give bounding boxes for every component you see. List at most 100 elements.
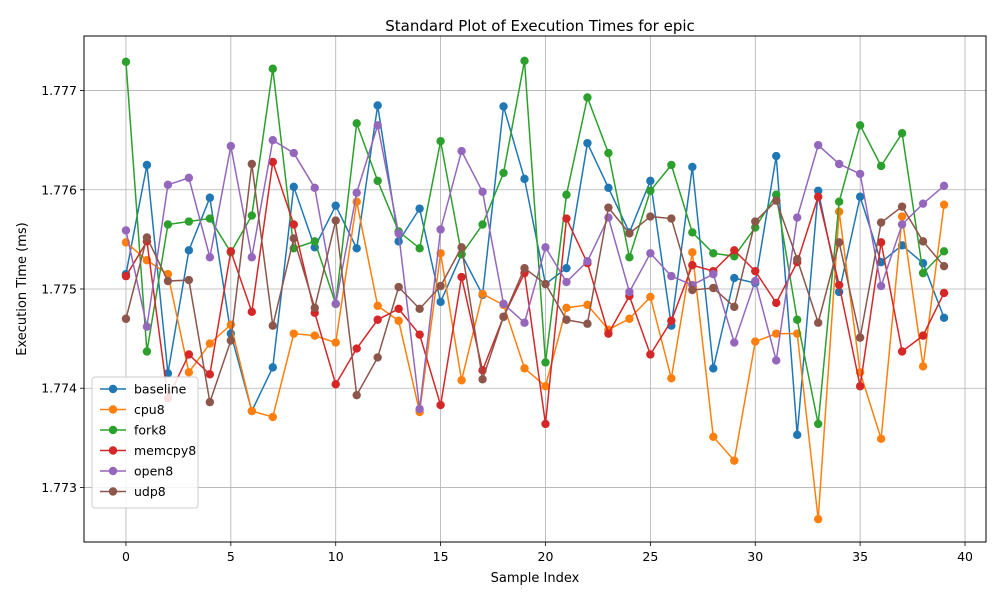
data-point-baseline <box>352 244 361 253</box>
data-point-baseline <box>604 183 613 192</box>
data-point-udp8 <box>625 229 634 238</box>
data-point-fork8 <box>876 161 886 171</box>
data-point-baseline <box>772 151 781 161</box>
data-point-cpu8 <box>876 434 886 444</box>
legend-item-open8: open8 <box>100 464 173 479</box>
data-point-baseline <box>436 297 445 307</box>
data-point-udp8 <box>121 314 131 323</box>
legend-label: open8 <box>134 464 173 479</box>
data-point-open8 <box>939 181 949 191</box>
y-axis-label: Execution Time (ms) <box>15 222 30 355</box>
data-point-udp8 <box>331 216 340 225</box>
x-tick-label: 5 <box>227 549 235 564</box>
x-tick-label: 15 <box>433 549 449 564</box>
data-point-udp8 <box>247 159 257 169</box>
data-point-fork8 <box>268 64 277 73</box>
data-point-cpu8 <box>394 316 403 325</box>
data-point-fork8 <box>562 190 571 199</box>
series-open8 <box>121 121 949 414</box>
data-point-memcpy8 <box>897 347 907 356</box>
data-point-udp8 <box>646 212 655 221</box>
data-point-open8 <box>436 225 445 234</box>
data-point-udp8 <box>352 390 361 400</box>
data-point-memcpy8 <box>289 220 298 229</box>
data-point-udp8 <box>541 279 550 289</box>
data-point-memcpy8 <box>855 382 865 391</box>
series-cpu8 <box>121 197 949 524</box>
data-point-fork8 <box>415 244 424 253</box>
data-point-cpu8 <box>205 339 215 348</box>
data-point-fork8 <box>855 121 865 130</box>
series-udp8 <box>121 159 949 407</box>
data-point-memcpy8 <box>646 350 655 359</box>
data-point-memcpy8 <box>667 316 676 325</box>
data-point-open8 <box>394 229 403 238</box>
data-point-udp8 <box>751 217 760 226</box>
data-point-fork8 <box>939 247 949 256</box>
data-point-memcpy8 <box>331 380 340 389</box>
data-point-cpu8 <box>331 338 340 347</box>
data-point-cpu8 <box>688 248 697 257</box>
data-point-fork8 <box>625 253 634 262</box>
legend-item-baseline: baseline <box>100 382 187 397</box>
data-point-udp8 <box>457 243 466 252</box>
data-point-baseline <box>289 182 298 192</box>
data-point-open8 <box>897 220 907 229</box>
legend-label: udp8 <box>134 484 166 499</box>
data-point-baseline <box>415 204 424 213</box>
data-point-open8 <box>855 169 865 179</box>
y-tick-label: 1.775 <box>41 282 77 297</box>
data-point-udp8 <box>394 282 403 292</box>
data-point-cpu8 <box>667 374 676 383</box>
data-point-memcpy8 <box>604 329 613 338</box>
data-point-cpu8 <box>813 514 823 524</box>
data-point-memcpy8 <box>205 370 215 379</box>
data-point-open8 <box>457 146 466 156</box>
data-point-fork8 <box>184 217 194 226</box>
data-point-udp8 <box>583 319 592 328</box>
data-point-open8 <box>520 318 529 327</box>
data-point-udp8 <box>289 234 298 243</box>
data-point-fork8 <box>436 136 445 146</box>
data-point-baseline <box>562 263 571 273</box>
data-point-open8 <box>142 322 152 331</box>
data-point-memcpy8 <box>436 400 445 410</box>
data-point-fork8 <box>688 228 697 237</box>
series-line-baseline <box>125 105 945 435</box>
legend-item-cpu8: cpu8 <box>100 402 165 417</box>
data-point-memcpy8 <box>939 288 949 298</box>
data-point-memcpy8 <box>394 304 403 314</box>
data-point-open8 <box>352 188 361 197</box>
data-point-open8 <box>667 271 676 281</box>
data-point-open8 <box>772 356 781 365</box>
legend-marker-swatch <box>108 466 118 476</box>
y-tick-label: 1.773 <box>41 480 77 495</box>
data-point-cpu8 <box>834 207 844 216</box>
legend-marker-swatch <box>108 446 118 455</box>
data-point-udp8 <box>897 202 907 211</box>
data-point-baseline <box>646 176 655 186</box>
series-line-cpu8 <box>125 201 945 520</box>
data-point-cpu8 <box>646 292 655 302</box>
data-point-fork8 <box>478 220 487 229</box>
y-tick-label: 1.776 <box>41 182 77 197</box>
series-baseline <box>121 101 949 440</box>
data-point-udp8 <box>436 281 445 291</box>
data-point-baseline <box>939 313 949 322</box>
y-tick-label: 1.774 <box>41 381 77 396</box>
data-point-memcpy8 <box>226 247 236 256</box>
grid-lines <box>84 36 986 542</box>
x-tick-label: 30 <box>747 549 763 564</box>
data-point-open8 <box>876 281 886 291</box>
data-point-memcpy8 <box>918 331 928 340</box>
data-point-cpu8 <box>373 301 382 311</box>
data-point-open8 <box>247 253 257 262</box>
data-point-fork8 <box>541 358 550 367</box>
data-point-fork8 <box>897 129 907 138</box>
data-point-udp8 <box>478 375 487 384</box>
data-point-baseline <box>142 160 152 170</box>
data-point-udp8 <box>918 237 928 246</box>
data-point-baseline <box>373 101 382 110</box>
data-point-open8 <box>583 257 592 266</box>
